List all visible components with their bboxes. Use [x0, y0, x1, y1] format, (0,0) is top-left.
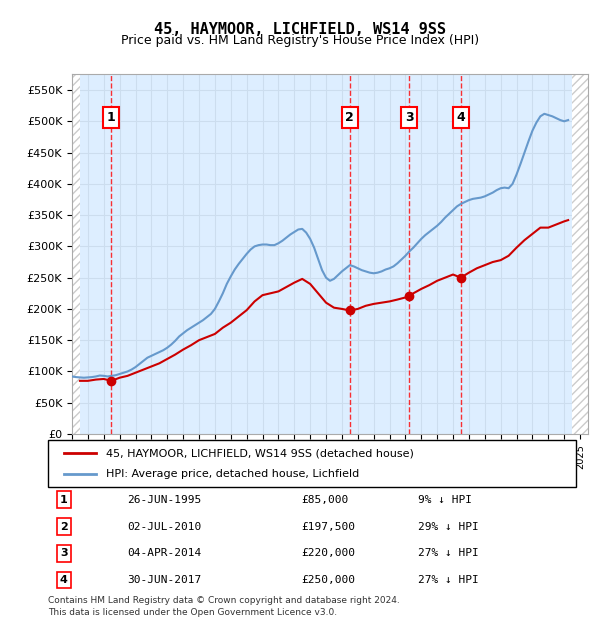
- Text: Price paid vs. HM Land Registry's House Price Index (HPI): Price paid vs. HM Land Registry's House …: [121, 34, 479, 47]
- Text: 29% ↓ HPI: 29% ↓ HPI: [418, 521, 478, 531]
- Text: £197,500: £197,500: [301, 521, 355, 531]
- Text: 30-JUN-2017: 30-JUN-2017: [127, 575, 202, 585]
- Text: 2: 2: [346, 111, 354, 124]
- Text: 2: 2: [60, 521, 68, 531]
- Text: 9% ↓ HPI: 9% ↓ HPI: [418, 495, 472, 505]
- Text: 3: 3: [405, 111, 413, 124]
- Bar: [72, 59, 80, 434]
- Text: Contains HM Land Registry data © Crown copyright and database right 2024.: Contains HM Land Registry data © Crown c…: [48, 596, 400, 606]
- Text: 26-JUN-1995: 26-JUN-1995: [127, 495, 202, 505]
- Text: £220,000: £220,000: [301, 548, 355, 558]
- Text: 45, HAYMOOR, LICHFIELD, WS14 9SS (detached house): 45, HAYMOOR, LICHFIELD, WS14 9SS (detach…: [106, 448, 414, 458]
- Bar: [572, 59, 588, 434]
- Text: 45, HAYMOOR, LICHFIELD, WS14 9SS: 45, HAYMOOR, LICHFIELD, WS14 9SS: [154, 22, 446, 37]
- Text: 1: 1: [107, 111, 116, 124]
- Text: £85,000: £85,000: [301, 495, 349, 505]
- Text: 1: 1: [60, 495, 68, 505]
- Text: This data is licensed under the Open Government Licence v3.0.: This data is licensed under the Open Gov…: [48, 608, 337, 617]
- Text: 27% ↓ HPI: 27% ↓ HPI: [418, 575, 478, 585]
- Text: 04-APR-2014: 04-APR-2014: [127, 548, 202, 558]
- Text: HPI: Average price, detached house, Lichfield: HPI: Average price, detached house, Lich…: [106, 469, 359, 479]
- Text: 3: 3: [60, 548, 68, 558]
- Text: 02-JUL-2010: 02-JUL-2010: [127, 521, 202, 531]
- FancyBboxPatch shape: [48, 440, 576, 487]
- Text: 4: 4: [457, 111, 465, 124]
- Text: 27% ↓ HPI: 27% ↓ HPI: [418, 548, 478, 558]
- Text: 4: 4: [60, 575, 68, 585]
- Text: £250,000: £250,000: [301, 575, 355, 585]
